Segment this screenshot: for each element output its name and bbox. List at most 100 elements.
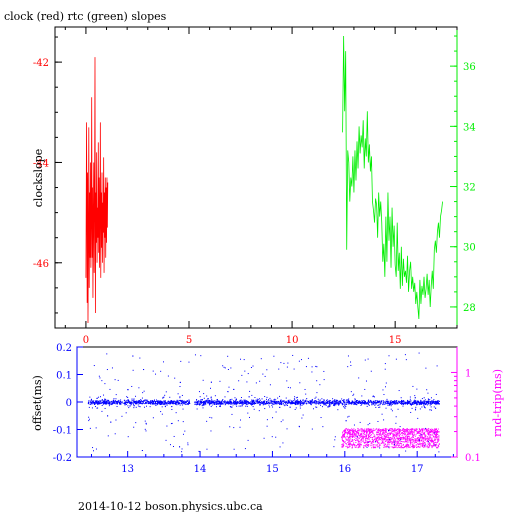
offset-point (135, 406, 137, 408)
roundtrip-point (384, 437, 386, 439)
offset-point (401, 399, 403, 401)
roundtrip-point (430, 445, 432, 447)
roundtrip-point (407, 435, 409, 437)
offset-point (172, 401, 174, 403)
roundtrip-point (406, 436, 408, 438)
offset-point (391, 403, 393, 405)
roundtrip-point (348, 438, 350, 440)
roundtrip-point (346, 428, 348, 430)
roundtrip-point (347, 438, 349, 440)
offset-point (241, 401, 243, 403)
offset-point (327, 401, 329, 403)
offset-point (322, 401, 324, 403)
offset-point (315, 401, 317, 403)
offset-point (117, 400, 119, 402)
roundtrip-point (402, 428, 404, 430)
roundtrip-point (398, 432, 400, 434)
roundtrip-point (424, 438, 426, 440)
roundtrip-point (371, 441, 373, 443)
top-y-axis-label: clockslope (32, 149, 45, 207)
top-x-ticks: 0 5 10 15 (64, 27, 458, 346)
offset-point (418, 402, 420, 404)
offset-point (253, 408, 255, 410)
roundtrip-point (362, 432, 364, 434)
roundtrip-point (360, 433, 362, 435)
roundtrip-point (411, 438, 413, 440)
roundtrip-point (392, 440, 394, 442)
offset-point (356, 401, 358, 403)
roundtrip-point (412, 446, 414, 448)
offset-point (400, 401, 402, 403)
offset-point (348, 415, 350, 417)
roundtrip-point (420, 439, 422, 441)
offset-point (103, 394, 105, 396)
offset-point (399, 439, 401, 441)
offset-point (252, 406, 254, 408)
roundtrip-point (403, 434, 405, 436)
offset-point (232, 404, 234, 406)
offset-point (166, 402, 168, 404)
roundtrip-point (392, 429, 394, 431)
offset-point (272, 406, 274, 408)
offset-point (204, 404, 206, 406)
roundtrip-point (404, 433, 406, 435)
offset-point (318, 401, 320, 403)
roundtrip-point (415, 442, 417, 444)
offset-point (142, 402, 144, 404)
offset-point (120, 399, 122, 401)
roundtrip-point (371, 447, 373, 449)
roundtrip-point (378, 438, 380, 440)
offset-point (145, 422, 147, 424)
offset-point (240, 399, 242, 401)
roundtrip-point (353, 434, 355, 436)
offset-point (122, 402, 124, 404)
offset-point (263, 402, 265, 404)
offset-point (278, 402, 280, 404)
roundtrip-point (423, 433, 425, 435)
roundtrip-point (435, 434, 437, 436)
offset-point (217, 403, 219, 405)
offset-point (204, 401, 206, 403)
roundtrip-point (405, 434, 407, 436)
offset-point (173, 435, 175, 437)
roundtrip-point (402, 447, 404, 449)
offset-point (137, 401, 139, 403)
roundtrip-point (368, 429, 370, 431)
offset-point (170, 400, 172, 402)
top-y-tick-label-right-1: 30 (463, 243, 476, 254)
offset-point (219, 380, 221, 382)
roundtrip-point (408, 446, 410, 448)
roundtrip-point (433, 445, 435, 447)
offset-point (160, 401, 162, 403)
roundtrip-point (351, 429, 353, 431)
offset-point (237, 401, 239, 403)
offset-point (426, 400, 428, 402)
roundtrip-point (406, 438, 408, 440)
offset-point (438, 403, 440, 405)
roundtrip-point (412, 430, 414, 432)
offset-point (297, 401, 299, 403)
offset-point (131, 398, 133, 400)
top-x-tick-label-0: 0 (83, 335, 89, 346)
offset-point (188, 401, 190, 403)
offset-point (412, 402, 414, 404)
offset-point (164, 394, 166, 396)
offset-point (140, 403, 142, 405)
offset-point (251, 399, 253, 401)
roundtrip-point (362, 440, 364, 442)
roundtrip-point (382, 442, 384, 444)
roundtrip-point (424, 433, 426, 435)
roundtrip-point (353, 442, 355, 444)
offset-point (133, 401, 135, 403)
roundtrip-point (407, 439, 409, 441)
offset-point (230, 402, 232, 404)
offset-point (419, 408, 421, 410)
roundtrip-point (377, 440, 379, 442)
offset-point (274, 402, 276, 404)
offset-point (280, 400, 282, 402)
offset-point (404, 354, 406, 356)
offset-point (364, 359, 366, 361)
roundtrip-point (406, 436, 408, 438)
offset-point (343, 399, 345, 401)
offset-point (127, 402, 129, 404)
